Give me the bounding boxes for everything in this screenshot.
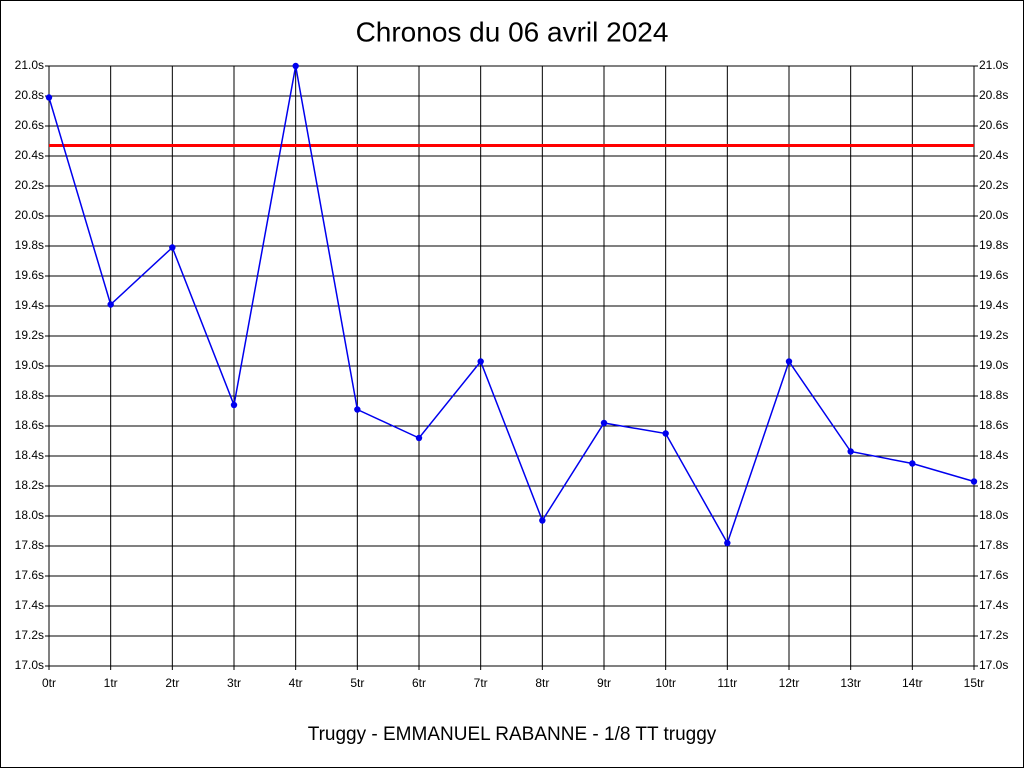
marker (847, 448, 854, 455)
x-tick-label: 14tr (902, 676, 923, 690)
plot-area (48, 65, 975, 667)
x-tick-label: 13tr (840, 676, 861, 690)
x-tick-label: 1tr (104, 676, 118, 690)
marker (354, 406, 361, 413)
marker (169, 244, 176, 251)
marker (477, 358, 484, 365)
y2-tick-label: 21.0s (979, 58, 1008, 72)
y2-tick-label: 20.4s (979, 148, 1008, 162)
y-tick-label: 18.6s (15, 418, 44, 432)
y-tick-label: 21.0s (15, 58, 44, 72)
y2-tick-label: 20.8s (979, 88, 1008, 102)
marker (539, 517, 546, 524)
marker (724, 539, 731, 547)
y-tick-label: 19.4s (15, 298, 44, 312)
marker (662, 430, 669, 437)
y2-tick-label: 18.0s (979, 508, 1008, 522)
y-tick-label: 17.4s (15, 598, 44, 612)
x-tick-label: 4tr (289, 676, 303, 690)
y-tick-label: 19.8s (15, 238, 44, 252)
y2-tick-label: 20.2s (979, 178, 1008, 192)
marker (230, 401, 238, 409)
x-tick-label: 3tr (227, 676, 241, 690)
y-tick-label: 17.8s (15, 538, 44, 552)
x-tick-label: 11tr (717, 676, 737, 690)
line (48, 65, 975, 545)
x-tick-label: 9tr (597, 676, 611, 690)
y2-tick-label: 17.2s (979, 628, 1008, 642)
y2-tick-label: 19.0s (979, 358, 1008, 372)
x-tick-label: 10tr (655, 676, 676, 690)
marker (292, 62, 299, 70)
x-tick-label: 15tr (964, 676, 985, 690)
y2-tick-label: 19.6s (979, 268, 1008, 282)
y2-tick-label: 19.8s (979, 238, 1008, 252)
y-tick-label: 17.2s (15, 628, 44, 642)
y-tick-label: 18.8s (15, 388, 44, 402)
x-axis-label: Truggy - EMMANUEL RABANNE - 1/8 TT trugg… (308, 724, 717, 745)
y-tick-label: 18.2s (15, 478, 44, 492)
y2-tick-label: 18.6s (979, 418, 1008, 432)
marker (107, 301, 114, 308)
marker (970, 478, 978, 485)
y2-tick-label: 20.0s (979, 208, 1008, 222)
chart-title: Chronos du 06 avril 2024 (356, 16, 669, 47)
marker (785, 358, 793, 365)
marker (909, 460, 916, 467)
y-tick-label: 20.2s (15, 178, 44, 192)
y2-tick-label: 18.2s (979, 478, 1008, 492)
y2-tick-label: 18.4s (979, 448, 1008, 462)
y-tick-label: 20.6s (15, 118, 44, 132)
y2-tick-label: 17.6s (979, 568, 1008, 582)
y2-tick-label: 17.8s (979, 538, 1008, 552)
x-tick-label: 7tr (474, 676, 488, 690)
marker (415, 434, 423, 442)
x-tick-label: 0tr (42, 676, 56, 690)
y-tick-label: 19.0s (15, 358, 44, 372)
y-tick-label: 19.2s (15, 328, 44, 342)
y-tick-label: 20.8s (15, 88, 44, 102)
y-tick-label: 20.4s (15, 148, 44, 162)
y-tick-label: 18.4s (15, 448, 44, 462)
y-tick-label: 17.0s (15, 658, 44, 672)
x-tick-label: 2tr (165, 676, 179, 690)
marker (45, 94, 53, 101)
y2-tick-label: 17.4s (979, 598, 1008, 612)
y-tick-label: 19.6s (15, 268, 44, 282)
y2-tick-label: 17.0s (979, 658, 1008, 672)
marker (600, 419, 608, 427)
x-tick-label: 12tr (779, 676, 800, 690)
x-tick-label: 6tr (412, 676, 426, 690)
y2-tick-label: 20.6s (979, 118, 1008, 132)
x-tick-label: 8tr (535, 676, 549, 690)
x-tick-label: 5tr (350, 676, 364, 690)
y-tick-label: 17.6s (15, 568, 44, 582)
y-tick-label: 18.0s (15, 508, 44, 522)
y2-tick-label: 19.2s (979, 328, 1008, 342)
y2-tick-label: 18.8s (979, 388, 1008, 402)
y2-tick-label: 19.4s (979, 298, 1008, 312)
y-tick-label: 20.0s (15, 208, 44, 222)
